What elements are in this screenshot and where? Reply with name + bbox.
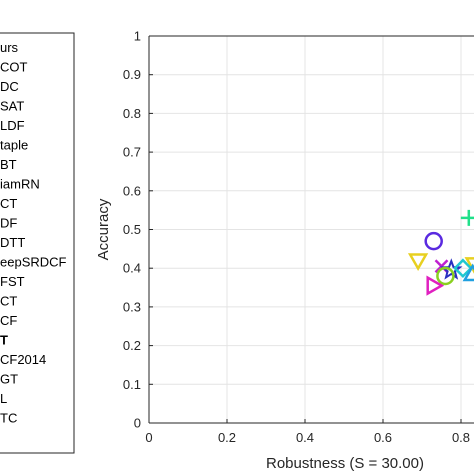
legend-entry: BT: [0, 157, 17, 172]
legend-entry: GT: [0, 372, 18, 387]
x-tick-label: 0.4: [296, 430, 314, 445]
legend-entry: iamRN: [0, 177, 40, 192]
legend-entry: FST: [0, 274, 25, 289]
y-tick-label: 0: [134, 416, 141, 431]
data-point-triangle-down: [407, 253, 429, 271]
data-point-circle: [436, 266, 455, 286]
legend-entry: COT: [0, 60, 28, 75]
x-tick-label: 0.2: [218, 430, 236, 445]
legend-entry: DTT: [0, 235, 25, 250]
x-tick-label: 0.6: [374, 430, 392, 445]
y-tick-label: 0.8: [123, 106, 141, 121]
y-axis-label: Accuracy: [95, 198, 112, 260]
y-tick-label: 0.5: [123, 222, 141, 237]
x-tick-label: 0.8: [452, 430, 470, 445]
data-point-triangle-right: [426, 275, 445, 296]
y-tick-label: 0.6: [123, 183, 141, 198]
legend-entry: taple: [0, 138, 28, 153]
y-tick-label: 0.4: [123, 261, 141, 276]
y-tick-label: 0.2: [123, 338, 141, 353]
y-tick-label: 0.1: [123, 377, 141, 392]
legend-entry: TC: [0, 411, 17, 426]
legend-entry: CT: [0, 294, 17, 309]
legend-entry: eepSRDCF: [0, 255, 67, 270]
legend-box: [0, 32, 75, 454]
legend-entry: T: [0, 333, 8, 348]
y-tick-label: 0.7: [123, 145, 141, 160]
data-point-plus: [460, 209, 474, 226]
plot-area: 0 0.1 0.2 0.3 0.4 0.5 0.6 0.7 0.8 0.9 1 0 0.2 0.4 0.6 0…: [123, 29, 474, 445]
x-tick-label: 0: [145, 430, 152, 445]
legend-entry: DF: [0, 216, 17, 231]
legend-entry: L: [0, 391, 7, 406]
legend-entry: CF: [0, 313, 17, 328]
y-tick-label: 0.3: [123, 299, 141, 314]
legend-entry: SAT: [0, 99, 24, 114]
y-tick-label: 0.9: [123, 67, 141, 82]
axes: 0 0.1 0.2 0.3 0.4 0.5 0.6 0.7 0.8 0.9 1 0 0.2 0.4 0.6 0…: [123, 29, 474, 445]
legend-entry: LDF: [0, 118, 25, 133]
markers: [407, 209, 474, 296]
legend-entry: urs: [0, 40, 19, 55]
data-point-diamond: [453, 258, 473, 278]
legend: urs COT DC SAT LDF taple BT iamRN CT DF DTT eepSRDC…: [0, 32, 75, 454]
legend-entry: CF2014: [0, 352, 46, 367]
x-axis-label: Robustness (S = 30.00): [266, 455, 424, 472]
y-tick-label: 1: [134, 29, 141, 44]
data-point-triangle-down: [464, 257, 474, 274]
legend-entry: DC: [0, 79, 19, 94]
legend-entry: CT: [0, 196, 17, 211]
data-point-triangle-up: [462, 263, 474, 282]
data-point-circle: [424, 231, 443, 251]
